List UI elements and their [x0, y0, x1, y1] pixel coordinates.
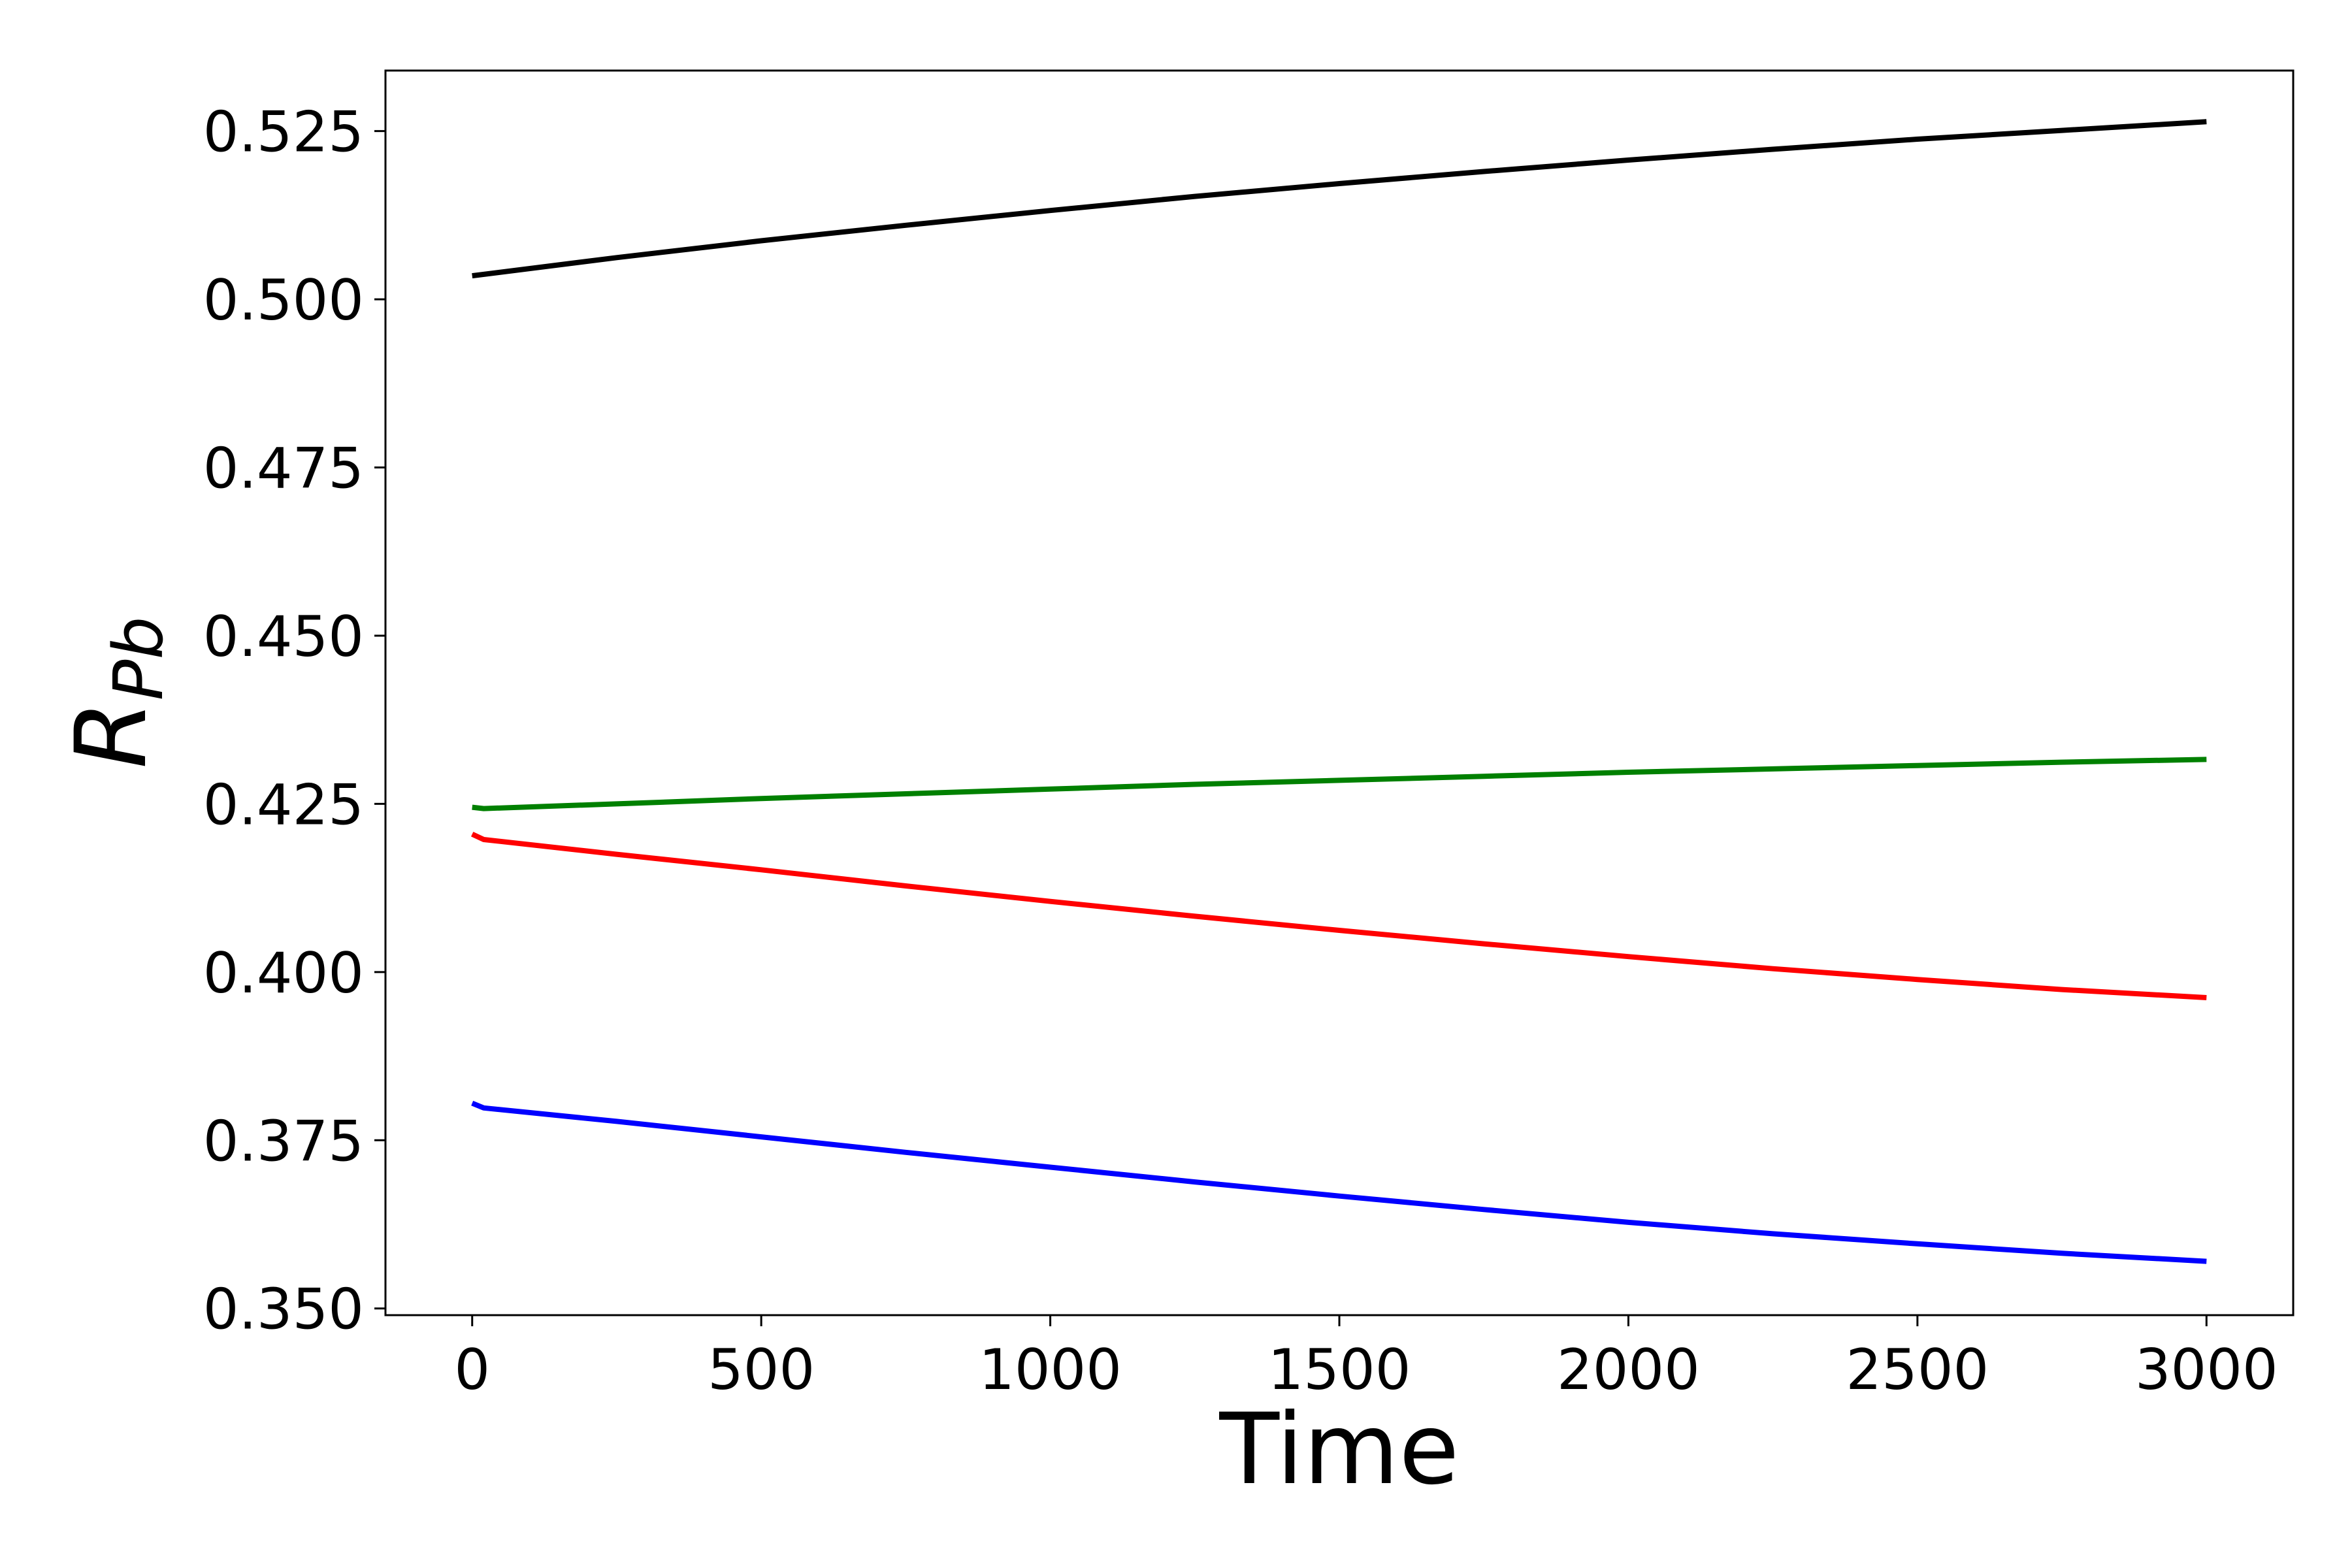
x-axis-ticks: 0 500 1000 1500 2000 2500 3000: [454, 1315, 2278, 1403]
y-tick-label: 0.450: [203, 604, 364, 670]
y-axis-title-main: R: [55, 700, 169, 768]
x-tick-label: 500: [708, 1337, 815, 1403]
y-tick-label: 0.350: [203, 1277, 364, 1343]
series-line-3: [471, 832, 2207, 1000]
x-tick-label: 2000: [1557, 1337, 1700, 1403]
y-tick-label: 0.375: [203, 1109, 364, 1174]
series-layer: [471, 119, 2207, 1264]
y-axis-title-subscript: Pb: [99, 617, 178, 701]
x-tick-label: 2500: [1846, 1337, 1989, 1403]
x-axis-title: Time: [1218, 1393, 1459, 1507]
y-axis-title: RPb: [55, 617, 178, 769]
y-tick-label: 0.425: [203, 772, 364, 838]
y-tick-label: 0.525: [203, 100, 364, 165]
x-tick-label: 0: [454, 1337, 490, 1403]
y-tick-label: 0.475: [203, 436, 364, 502]
y-axis-ticks: 0.350 0.375 0.400 0.425 0.450 0.475 0.500 0.525: [203, 100, 385, 1343]
y-tick-label: 0.400: [203, 941, 364, 1006]
x-tick-label: 3000: [2135, 1337, 2278, 1403]
x-tick-label: 1000: [979, 1337, 1122, 1403]
x-tick-label: 1500: [1268, 1337, 1411, 1403]
series-line-4: [471, 1100, 2207, 1264]
y-tick-label: 0.500: [203, 268, 364, 333]
series-line-1: [472, 119, 2207, 279]
series-line-2: [472, 757, 2207, 811]
